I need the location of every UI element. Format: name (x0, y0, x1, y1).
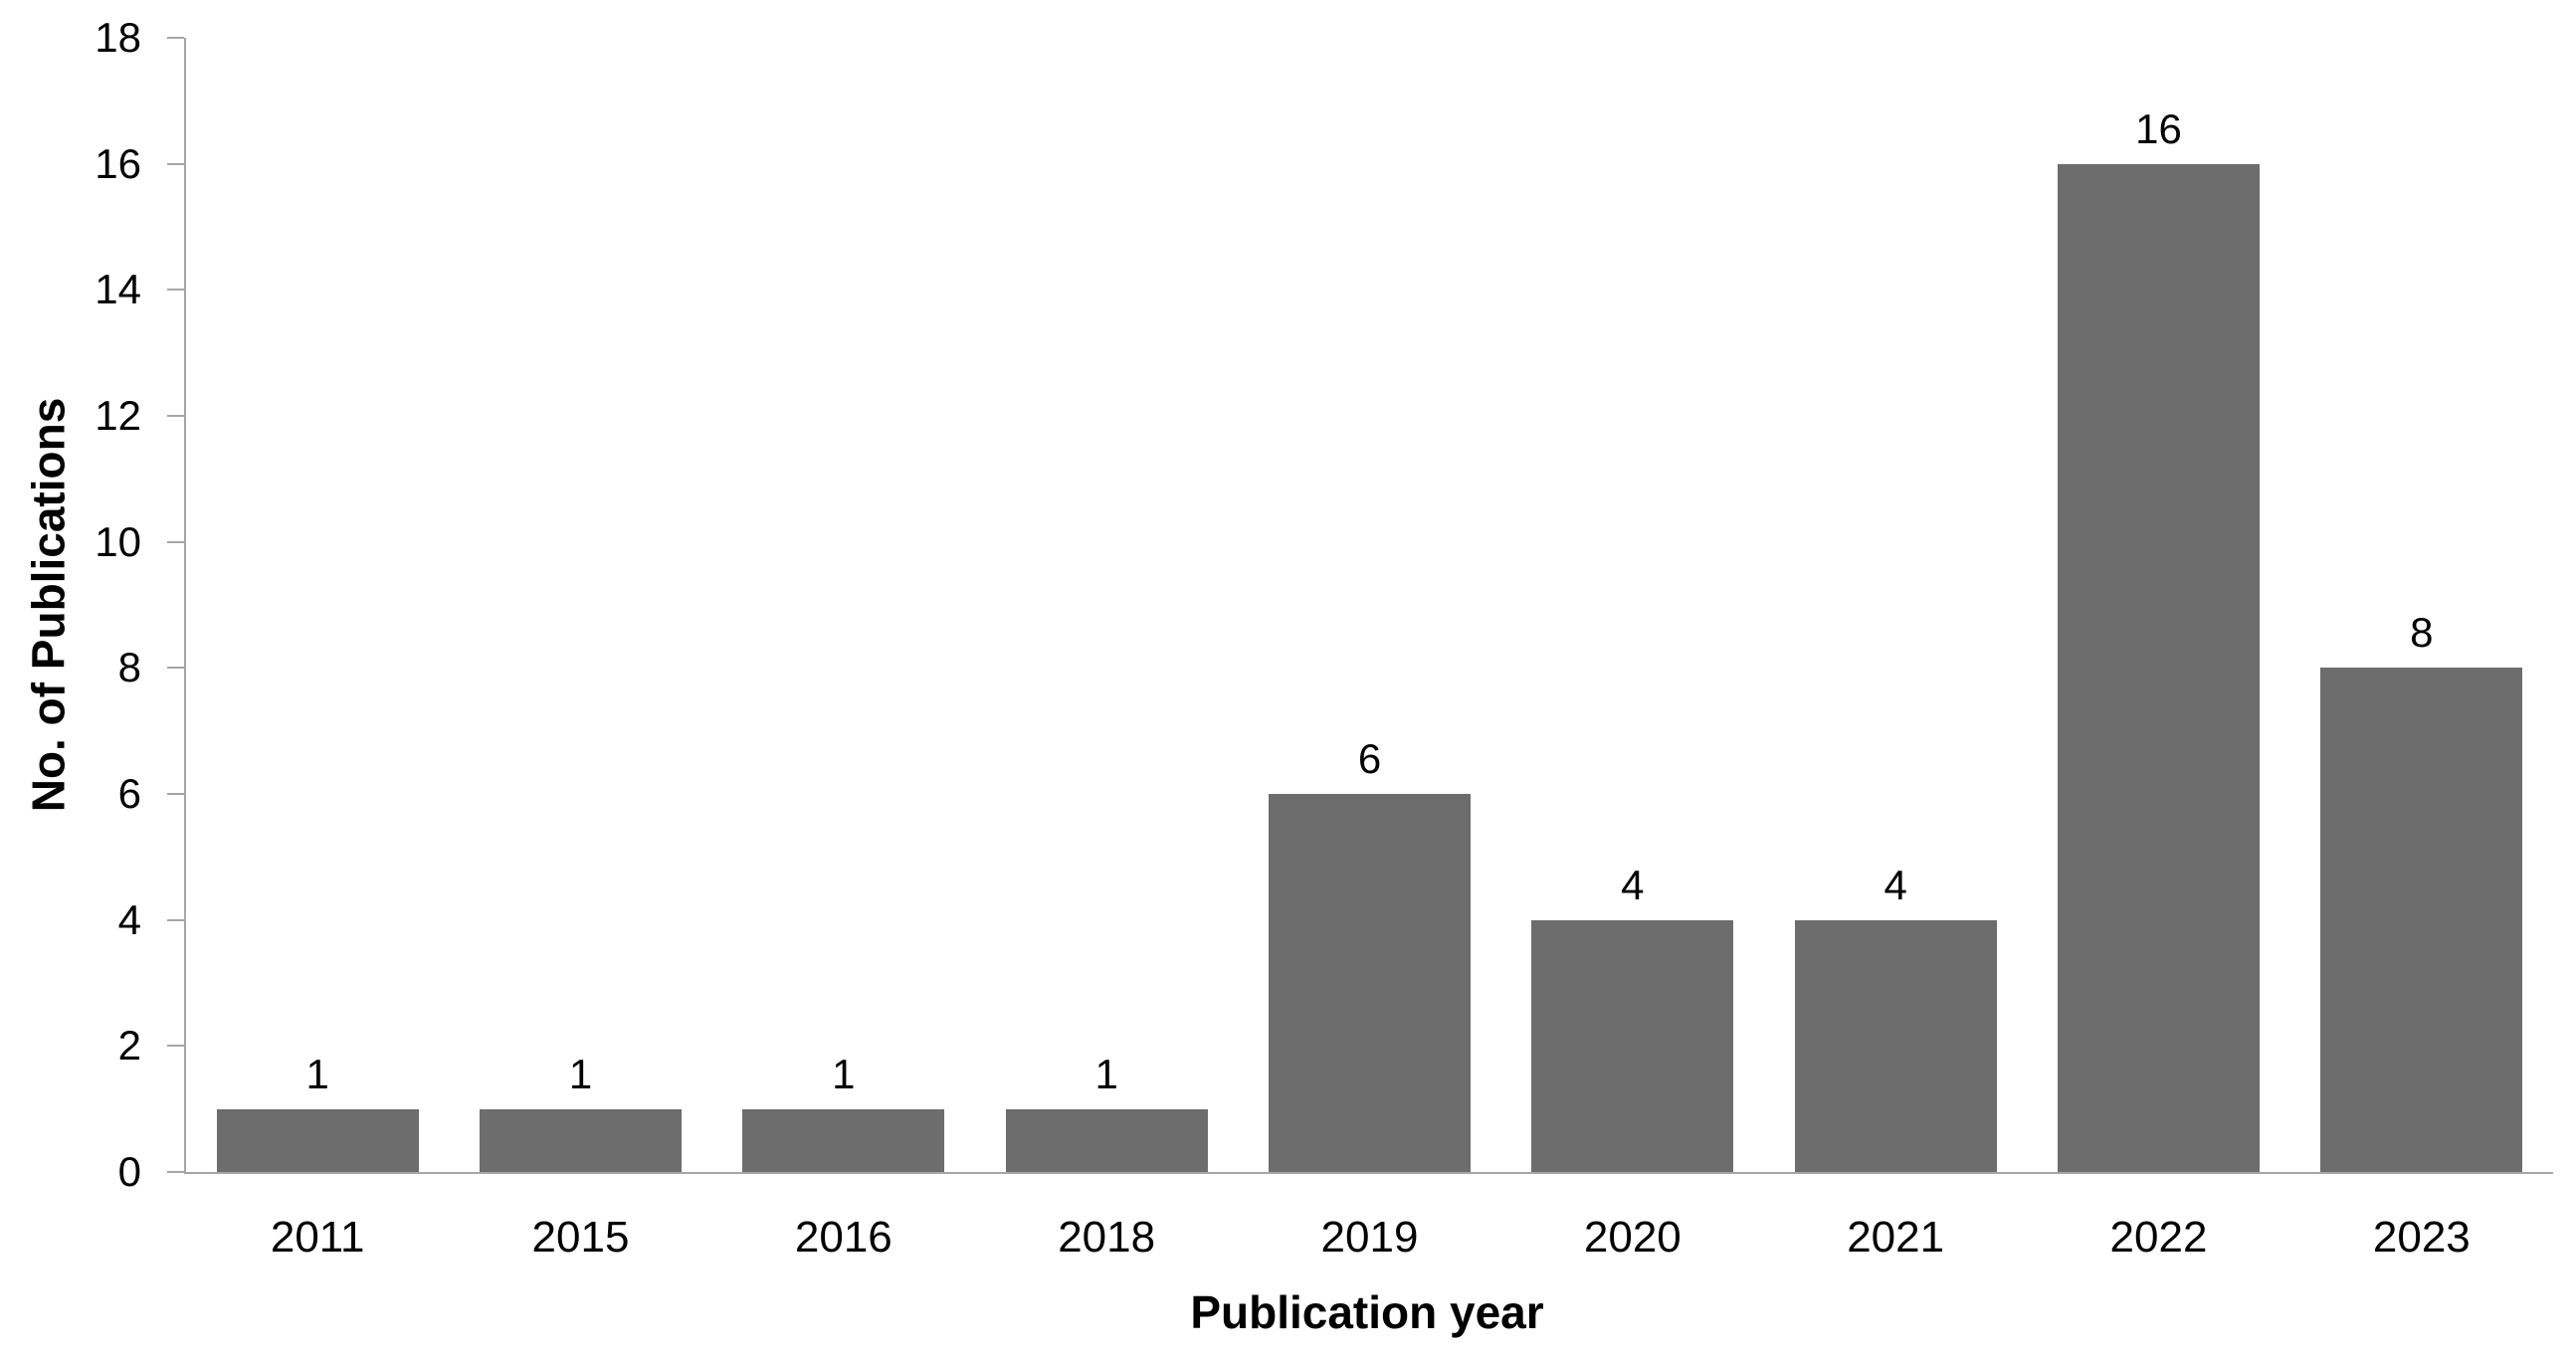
bar-value-label: 4 (1883, 861, 1907, 908)
y-axis-tick-label: 10 (95, 517, 141, 565)
y-axis-tick (167, 289, 184, 292)
y-axis-tick-label: 8 (117, 644, 141, 691)
y-axis-tick (167, 37, 184, 39)
bar-2016 (742, 1108, 945, 1172)
plot-area: 0 2 4 6 8 10 12 14 16 18 1 2011 1 2015 1 2016 1 2018 6 2019… (95, 17, 2553, 1260)
y-axis-tick (167, 793, 184, 795)
x-category-label-2023: 2023 (2372, 1213, 2471, 1262)
x-category-label-2022: 2022 (2109, 1213, 2208, 1262)
y-axis-tick (167, 1171, 184, 1173)
y-axis-tick-label: 0 (117, 1148, 141, 1195)
bar-value-label: 1 (305, 1050, 329, 1097)
bar-value-label: 1 (568, 1050, 593, 1097)
y-axis-tick (167, 162, 184, 165)
x-category-label-2019: 2019 (1320, 1213, 1419, 1262)
x-category-label-2020: 2020 (1583, 1213, 1682, 1262)
y-axis-tick-label: 6 (117, 770, 141, 817)
y-axis-title: No. of Publications (22, 397, 74, 813)
bar-value-label: 16 (2135, 104, 2182, 152)
y-axis-tick-label: 4 (117, 895, 141, 943)
bar-2022 (2057, 163, 2261, 1172)
x-category-label-2021: 2021 (1847, 1213, 1945, 1262)
bar-value-label: 1 (832, 1050, 856, 1097)
bar-value-label: 4 (1621, 861, 1645, 908)
bar-2015 (479, 1108, 683, 1172)
bar-value-label: 1 (1094, 1050, 1118, 1097)
y-axis-tick (167, 415, 184, 417)
bar-2020 (1531, 919, 1734, 1172)
x-category-label-2015: 2015 (531, 1213, 630, 1262)
y-axis-tick-label: 16 (95, 139, 141, 187)
y-axis-title-container: No. of Publications (0, 38, 96, 1172)
bar-2018 (1005, 1108, 1208, 1172)
bar-2023 (2320, 668, 2523, 1172)
y-axis-tick (167, 667, 184, 670)
x-category-label-2011: 2011 (270, 1213, 365, 1262)
y-axis-tick (167, 918, 184, 921)
y-axis-tick (167, 1045, 184, 1048)
x-category-label-2016: 2016 (794, 1213, 892, 1262)
x-axis-title: Publication year (1190, 1286, 1544, 1338)
y-axis-tick (167, 540, 184, 543)
bar-value-label: 6 (1357, 735, 1382, 783)
y-axis-tick-label: 12 (95, 392, 141, 439)
y-axis-tick-label: 2 (117, 1022, 141, 1070)
bar-2021 (1794, 919, 1997, 1172)
bar-2011 (216, 1108, 419, 1172)
bar-2019 (1268, 794, 1472, 1172)
x-category-label-2018: 2018 (1058, 1213, 1156, 1262)
bar-value-label: 8 (2410, 609, 2434, 657)
y-axis-tick-label: 14 (95, 266, 141, 313)
y-axis-tick-label: 18 (95, 14, 141, 61)
